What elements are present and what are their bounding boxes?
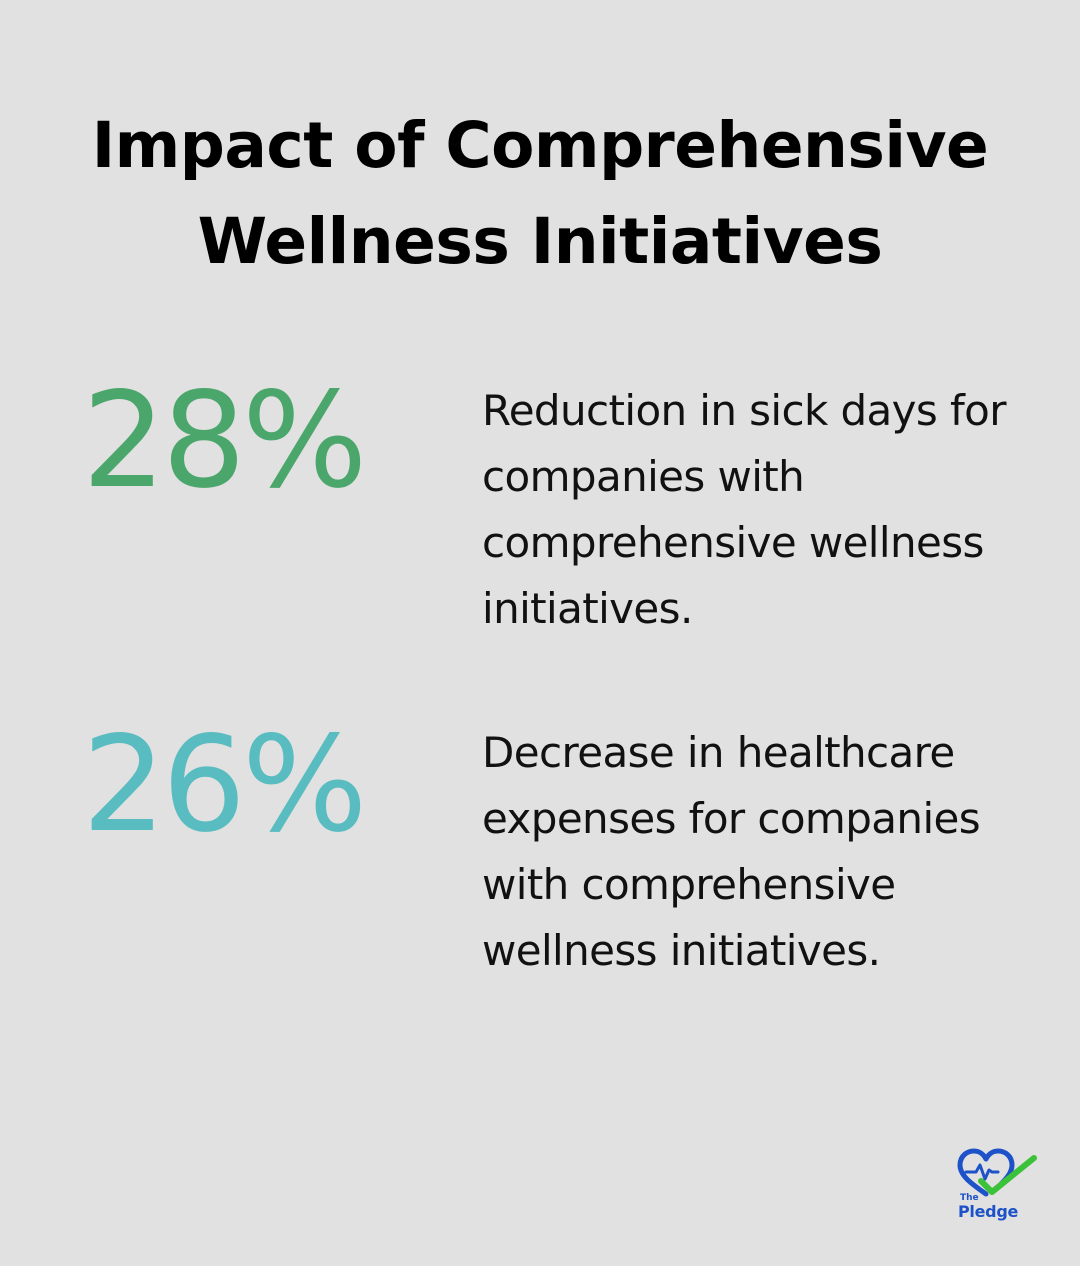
stat-value-sick-days: 28% [82,364,367,518]
stat-description-healthcare-expenses: Decrease in healthcare expenses for comp… [482,728,981,975]
heart-check-icon [957,1148,1037,1197]
page-title: Impact of Comprehensive Wellness Initiat… [0,98,1080,290]
logo-text-the: The [960,1193,979,1203]
logo-text-pledge: Pledge [958,1202,1019,1221]
stat-value-healthcare-expenses: 26% [82,708,367,862]
title-line-2: Wellness Initiatives [197,205,883,278]
title-line-1: Impact of Comprehensive [91,109,989,182]
the-pledge-logo: The Pledge [954,1148,1040,1224]
stat-description-sick-days: Reduction in sick days for companies wit… [482,386,1007,633]
